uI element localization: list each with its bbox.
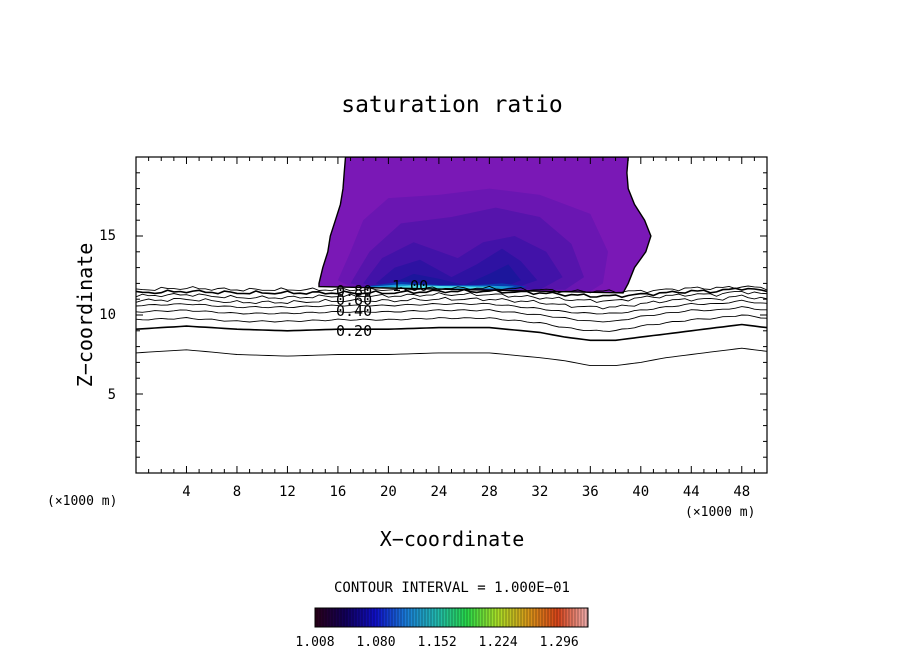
- colorbar-frame: [314, 607, 589, 628]
- contour-line-0-5: [136, 299, 767, 315]
- x-tick-label-20: 20: [380, 484, 397, 500]
- x-tick-label-12: 12: [279, 484, 296, 500]
- contour-label-0-80: 0.80: [336, 282, 372, 300]
- x-tick-label-16: 16: [329, 484, 346, 500]
- colorbar-label-1-296: 1.296: [540, 635, 579, 650]
- x-tick-label-48: 48: [733, 484, 750, 500]
- contour-line-0-6: [136, 294, 767, 310]
- y-tick-label-5: 5: [108, 387, 116, 403]
- shaded-region: [318, 157, 652, 294]
- x-tick-label-44: 44: [683, 484, 700, 500]
- x-tick-label-36: 36: [582, 484, 599, 500]
- contour-labels: 0.20 0.40 0.60 0.80 1.00: [336, 277, 428, 340]
- x-unit-right: (×1000 m): [685, 505, 755, 520]
- contour-label-0-40: 0.40: [336, 302, 372, 320]
- x-tick-labels: 4 8 12 16 20 24 28 32 36 40 44 48: [182, 484, 750, 500]
- colorbar: [314, 607, 589, 628]
- contour-line-0-9: [136, 285, 767, 294]
- shade-level-5: [388, 264, 521, 289]
- y-tick-label-10: 10: [99, 307, 116, 323]
- colorbar-stripes: [316, 608, 588, 627]
- x-axis-label: X−coordinate: [380, 527, 525, 551]
- colorbar-label-1-080: 1.080: [356, 635, 395, 650]
- x-tick-label-24: 24: [430, 484, 447, 500]
- shade-level-8: [382, 285, 496, 289]
- region-outline: [318, 157, 652, 294]
- contour-label-0-60: 0.60: [336, 291, 372, 309]
- plot-area: 0.20 0.40 0.60 0.80 1.00: [135, 156, 768, 474]
- contour-line-0-7: [136, 290, 767, 303]
- contour-line-0-4: [136, 306, 767, 323]
- colorbar-label-1-152: 1.152: [418, 635, 457, 650]
- x-tick-label-28: 28: [481, 484, 498, 500]
- colorbar-label-1-224: 1.224: [479, 635, 518, 650]
- x-tick-label-32: 32: [531, 484, 548, 500]
- contour-lines: [136, 285, 767, 367]
- y-axis-label: Z−coordinate: [73, 243, 97, 388]
- colorbar-label-1-008: 1.008: [295, 635, 334, 650]
- y-tick-label-15: 15: [99, 228, 116, 244]
- x-tick-label-40: 40: [632, 484, 649, 500]
- chart-title: saturation ratio: [341, 92, 563, 118]
- contour-line-0-8: [136, 287, 767, 299]
- contour-line-0-3: [136, 314, 767, 332]
- contour-label-1-00: 1.00: [392, 277, 428, 295]
- colorbar-gradient: [315, 608, 588, 627]
- contour-line-0-2: [136, 323, 767, 342]
- contour-interval-text: CONTOUR INTERVAL = 1.000E−01: [334, 580, 570, 596]
- x-unit-left: (×1000 m): [47, 494, 117, 509]
- colorbar-tick-labels: 1.008 1.080 1.152 1.224 1.296: [295, 635, 578, 650]
- axis-ticks: [136, 157, 767, 473]
- x-tick-label-8: 8: [233, 484, 241, 500]
- contour-label-0-20: 0.20: [336, 322, 372, 340]
- contour-line-0-1: [136, 347, 767, 367]
- x-tick-label-4: 4: [182, 484, 190, 500]
